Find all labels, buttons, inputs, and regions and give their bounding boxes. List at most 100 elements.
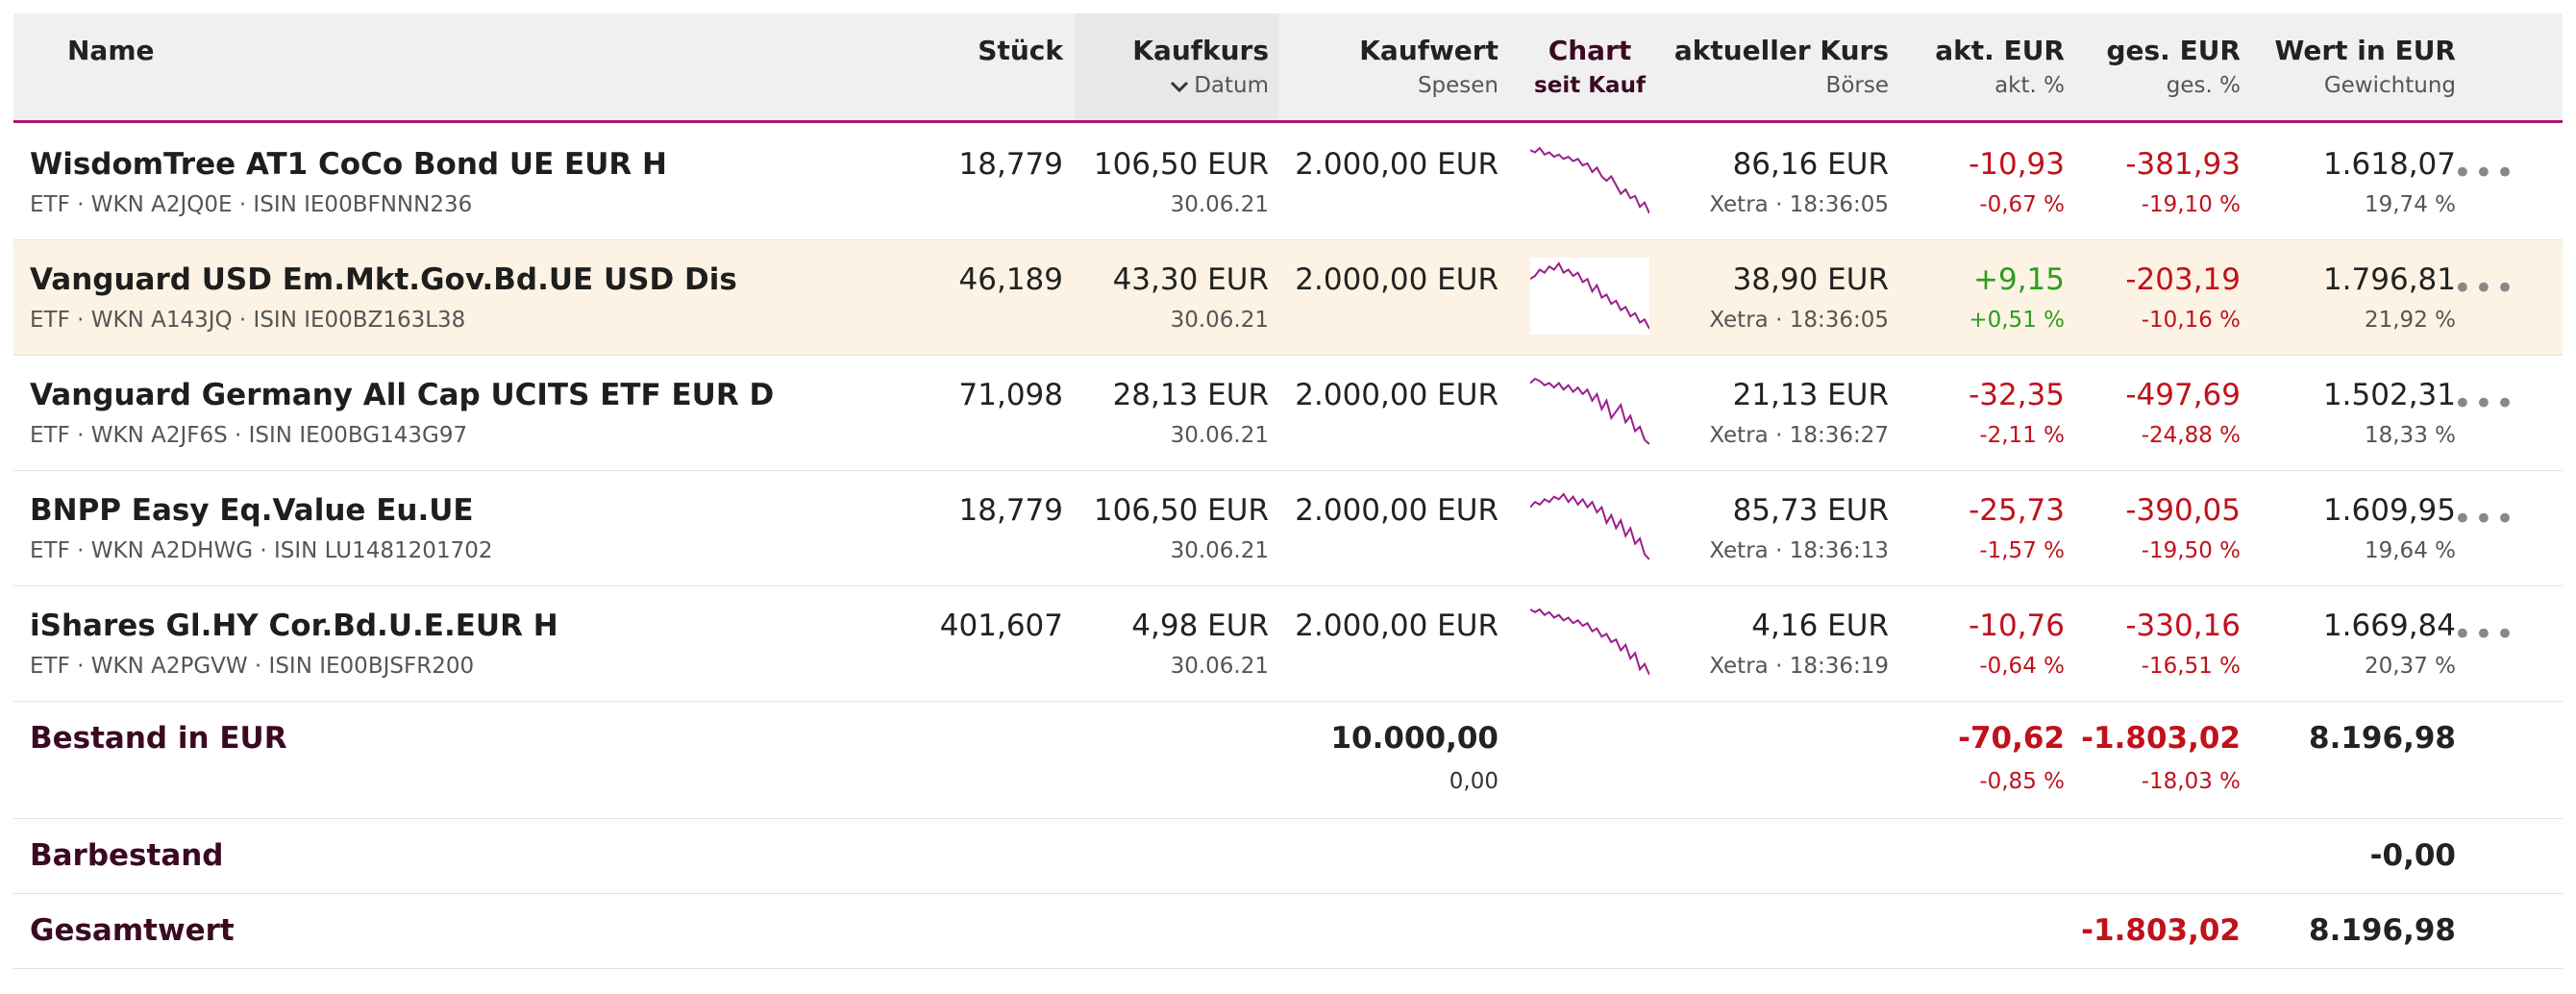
kaufwert-value: 2.000,00 EUR	[1295, 262, 1499, 297]
bestand-row: Bestand in EUR 10.000,00 0,00 -70,62 -0,…	[13, 702, 2563, 819]
kurs-value: 85,73 EUR	[1732, 493, 1889, 528]
header-ges-eur[interactable]: ges. EUR ges. %	[2106, 35, 2241, 98]
bestand-ges-pct: -18,03 %	[2141, 769, 2241, 794]
boerse-value: Xetra · 18:36:05	[1709, 308, 1889, 333]
gewichtung-value: 21,92 %	[2364, 308, 2456, 333]
sparkline-chart[interactable]	[1530, 488, 1649, 565]
ges-eur-value: -497,69	[2125, 378, 2241, 412]
header-akt-eur[interactable]: akt. EUR akt. %	[1935, 35, 2065, 98]
security-name[interactable]: Vanguard USD Em.Mkt.Gov.Bd.UE USD Dis	[30, 262, 737, 297]
stueck-value: 18,779	[958, 493, 1063, 528]
header-kaufwert[interactable]: Kaufwert Spesen	[1359, 35, 1499, 98]
ges-cell: -381,93 -19,10 %	[2125, 146, 2241, 219]
table-row[interactable]: Vanguard USD Em.Mkt.Gov.Bd.UE USD Dis ET…	[13, 240, 2563, 356]
kurs-cell: 86,16 EUR Xetra · 18:36:05	[1709, 146, 1889, 219]
sparkline-chart[interactable]	[1530, 258, 1649, 335]
stueck-value: 46,189	[958, 262, 1063, 297]
kaufdatum-value: 30.06.21	[1170, 423, 1269, 448]
header-stueck[interactable]: Stück	[978, 35, 1063, 66]
more-icon[interactable]: •••	[2452, 385, 2516, 423]
kaufkurs-value: 4,98 EUR	[1131, 609, 1269, 643]
ges-eur-value: -330,16	[2125, 609, 2241, 643]
ges-pct-value: -24,88 %	[2141, 423, 2241, 448]
stueck-cell: 18,779	[959, 146, 1063, 183]
gesamtwert-ges-eur: -1.803,02	[2081, 913, 2241, 948]
more-icon[interactable]: •••	[2452, 154, 2516, 192]
kurs-value: 38,90 EUR	[1732, 262, 1889, 297]
wert-cell: 1.796,81 21,92 %	[2323, 261, 2456, 335]
kaufwert-cell: 2.000,00 EUR	[1295, 377, 1499, 413]
kaufwert-value: 2.000,00 EUR	[1295, 147, 1499, 182]
security-name[interactable]: iShares Gl.HY Cor.Bd.U.E.EUR H	[30, 609, 558, 643]
security-name[interactable]: Vanguard Germany All Cap UCITS ETF EUR D	[30, 378, 775, 412]
ges-pct-value: -10,16 %	[2141, 308, 2241, 333]
akt-eur-value: -32,35	[1969, 378, 2065, 412]
gewichtung-value: 19,64 %	[2364, 538, 2456, 563]
barbestand-wert: -0,00	[2369, 838, 2456, 873]
kurs-cell: 38,90 EUR Xetra · 18:36:05	[1709, 261, 1889, 335]
sparkline-path	[1530, 377, 1649, 445]
security-name-cell[interactable]: WisdomTree AT1 CoCo Bond UE EUR H ETF · …	[30, 146, 667, 219]
sparkline-path	[1530, 146, 1649, 214]
ges-cell: -497,69 -24,88 %	[2125, 377, 2241, 450]
gesamtwert-wert: 8.196,98	[2309, 913, 2456, 948]
akt-pct-value: -2,11 %	[1979, 423, 2065, 448]
wert-cell: 1.609,95 19,64 %	[2323, 492, 2456, 565]
header-chart[interactable]: Chart seit Kauf	[1534, 35, 1646, 98]
more-icon[interactable]: •••	[2452, 500, 2516, 538]
akt-cell: -10,93 -0,67 %	[1969, 146, 2065, 219]
kaufkurs-cell: 28,13 EUR 30.06.21	[1113, 377, 1269, 450]
kaufwert-value: 2.000,00 EUR	[1295, 609, 1499, 643]
header-name[interactable]: Name	[67, 35, 155, 66]
table-row[interactable]: WisdomTree AT1 CoCo Bond UE EUR H ETF · …	[13, 125, 2563, 240]
kaufwert-cell: 2.000,00 EUR	[1295, 608, 1499, 644]
akt-pct-value: -0,67 %	[1979, 192, 2065, 217]
security-name[interactable]: BNPP Easy Eq.Value Eu.UE	[30, 493, 474, 528]
table-row[interactable]: iShares Gl.HY Cor.Bd.U.E.EUR H ETF · WKN…	[13, 586, 2563, 702]
more-icon[interactable]: •••	[2452, 615, 2516, 654]
barbestand-label: Barbestand	[30, 838, 224, 873]
sparkline-path	[1530, 261, 1649, 330]
security-meta: ETF · WKN A2PGVW · ISIN IE00BJSFR200	[30, 654, 475, 679]
ges-pct-value: -16,51 %	[2141, 654, 2241, 679]
header-wert-eur[interactable]: Wert in EUR Gewichtung	[2274, 35, 2456, 98]
sparkline-chart[interactable]	[1530, 373, 1649, 450]
security-name-cell[interactable]: iShares Gl.HY Cor.Bd.U.E.EUR H ETF · WKN…	[30, 608, 558, 681]
more-icon[interactable]: •••	[2452, 269, 2516, 308]
wert-value: 1.669,84	[2322, 609, 2456, 643]
wert-value: 1.502,31	[2322, 378, 2456, 412]
header-kaufkurs[interactable]: Kaufkurs Datum	[1132, 35, 1269, 100]
kurs-cell: 21,13 EUR Xetra · 18:36:27	[1709, 377, 1889, 450]
wert-cell: 1.618,07 19,74 %	[2323, 146, 2456, 219]
header-aktueller-kurs[interactable]: aktueller Kurs Börse	[1673, 35, 1889, 98]
ges-cell: -330,16 -16,51 %	[2125, 608, 2241, 681]
security-name-cell[interactable]: Vanguard USD Em.Mkt.Gov.Bd.UE USD Dis ET…	[30, 261, 737, 335]
stueck-cell: 401,607	[940, 608, 1063, 644]
bestand-spesen: 0,00	[1449, 769, 1499, 794]
security-meta: ETF · WKN A143JQ · ISIN IE00BZ163L38	[30, 308, 466, 333]
security-meta: ETF · WKN A2DHWG · ISIN LU1481201702	[30, 538, 493, 563]
kurs-value: 86,16 EUR	[1732, 147, 1889, 182]
header-datum-sort[interactable]: Datum	[1132, 71, 1269, 100]
boerse-value: Xetra · 18:36:13	[1709, 538, 1889, 563]
table-row[interactable]: BNPP Easy Eq.Value Eu.UE ETF · WKN A2DHW…	[13, 471, 2563, 586]
kaufkurs-cell: 106,50 EUR 30.06.21	[1094, 146, 1269, 219]
security-meta: ETF · WKN A2JQ0E · ISIN IE00BFNNN236	[30, 192, 473, 217]
akt-cell: -32,35 -2,11 %	[1969, 377, 2065, 450]
kaufkurs-value: 28,13 EUR	[1112, 378, 1269, 412]
security-name-cell[interactable]: Vanguard Germany All Cap UCITS ETF EUR D…	[30, 377, 774, 450]
security-name-cell[interactable]: BNPP Easy Eq.Value Eu.UE ETF · WKN A2DHW…	[30, 492, 492, 565]
ges-eur-value: -381,93	[2125, 147, 2241, 182]
ges-eur-value: -203,19	[2125, 262, 2241, 297]
security-name[interactable]: WisdomTree AT1 CoCo Bond UE EUR H	[30, 147, 667, 182]
gewichtung-value: 19,74 %	[2364, 192, 2456, 217]
sparkline-chart[interactable]	[1530, 142, 1649, 219]
akt-cell: -25,73 -1,57 %	[1969, 492, 2065, 565]
gesamtwert-row: Gesamtwert -1.803,02 8.196,98	[13, 894, 2563, 969]
wert-cell: 1.669,84 20,37 %	[2323, 608, 2456, 681]
boerse-value: Xetra · 18:36:19	[1709, 654, 1889, 679]
kurs-value: 21,13 EUR	[1732, 378, 1889, 412]
sparkline-chart[interactable]	[1530, 604, 1649, 681]
table-row[interactable]: Vanguard Germany All Cap UCITS ETF EUR D…	[13, 356, 2563, 471]
